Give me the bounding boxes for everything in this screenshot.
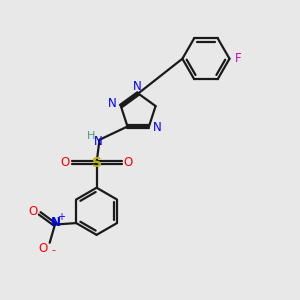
Text: N: N (51, 216, 61, 229)
Text: O: O (28, 206, 38, 218)
Text: -: - (51, 245, 55, 255)
Text: O: O (124, 156, 133, 169)
Text: O: O (39, 242, 48, 255)
Text: F: F (234, 52, 241, 65)
Text: H: H (86, 131, 95, 141)
Text: N: N (94, 135, 102, 148)
Text: S: S (92, 156, 102, 170)
Text: N: N (108, 97, 117, 110)
Text: O: O (60, 156, 70, 169)
Text: N: N (133, 80, 142, 94)
Text: N: N (153, 122, 162, 134)
Text: +: + (57, 212, 65, 222)
